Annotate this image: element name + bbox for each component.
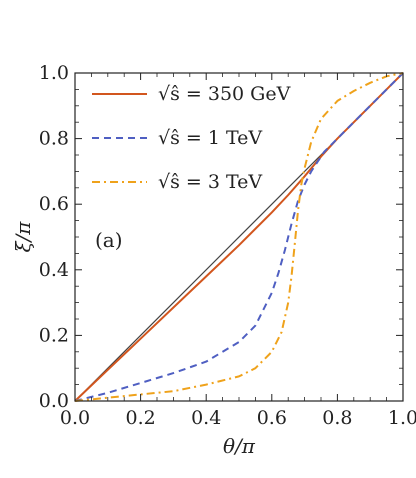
series-line-1	[74, 72, 404, 402]
y-tick-label: 1.0	[39, 62, 69, 84]
plot-lines	[74, 72, 404, 402]
y-tick-label: 0.6	[39, 193, 69, 215]
y-tick-label: 0.4	[39, 259, 69, 281]
x-tick-label: 0.4	[191, 407, 221, 429]
x-tick-label: 0.2	[125, 407, 155, 429]
x-tick-label: 0.8	[322, 407, 352, 429]
series-line-0	[74, 72, 404, 402]
x-tick-label: 1.0	[388, 407, 416, 429]
tick-labels: 0.0 0.2 0.4 0.6 0.8 1.0 0.0 0.2 0.4 0.6 0.8 1.0	[39, 62, 416, 429]
legend-label-2: √ŝ = 3 TeV	[158, 171, 262, 193]
y-axis-label: ξ/π	[11, 221, 35, 253]
series-line-2	[74, 72, 404, 402]
x-tick-label: 0.0	[60, 407, 90, 429]
legend-label-1: √ŝ = 1 TeV	[158, 127, 262, 149]
legend: √ŝ = 350 GeV √ŝ = 1 TeV √ŝ = 3 TeV	[92, 83, 291, 193]
y-tick-label: 0.8	[39, 128, 69, 150]
panel-annotation: (a)	[95, 228, 123, 252]
axis-ticks	[74, 72, 404, 402]
x-tick-label: 0.6	[257, 407, 287, 429]
x-axis-label: θ/π	[223, 434, 256, 458]
y-tick-label: 0.2	[39, 324, 69, 346]
legend-label-0: √ŝ = 350 GeV	[158, 83, 291, 105]
y-tick-label: 0.0	[39, 390, 69, 412]
